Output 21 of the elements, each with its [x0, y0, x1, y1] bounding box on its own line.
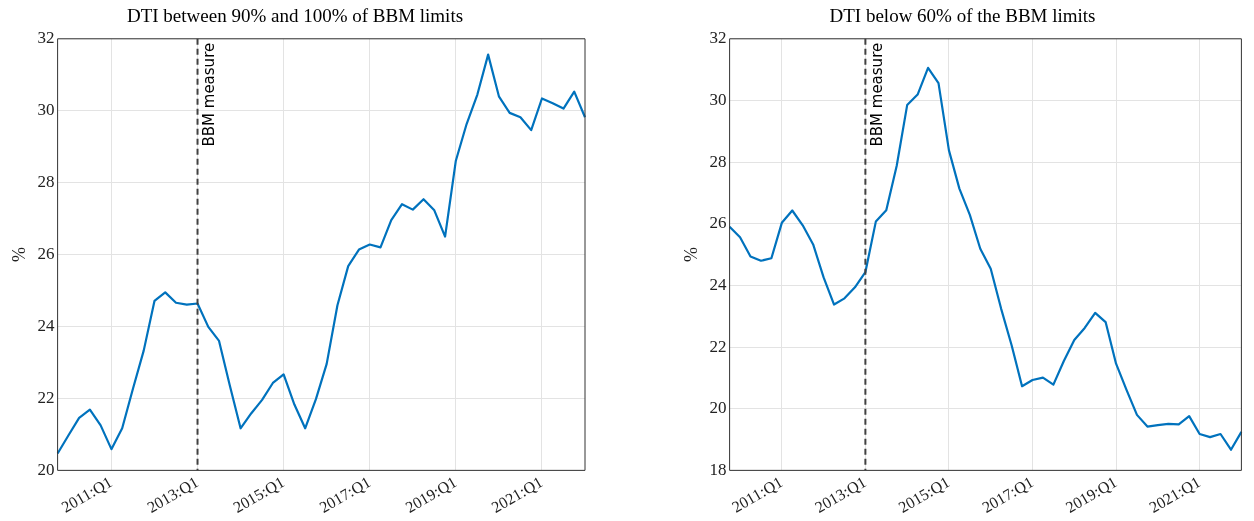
y-tick-label: 22 — [37, 387, 55, 407]
y-tick-label: 22 — [709, 336, 727, 356]
y-tick-label: 32 — [709, 28, 727, 48]
y-tick-label: 26 — [709, 213, 727, 233]
y-tick-label: 24 — [37, 315, 56, 335]
ref-line-label: BBM measure — [199, 42, 218, 147]
y-tick-label: 20 — [37, 459, 55, 479]
chart-title: DTI below 60% of the BBM limits — [829, 5, 1096, 27]
y-axis-title: % — [8, 247, 29, 263]
y-tick-label: 32 — [37, 28, 55, 48]
y-tick-label: 18 — [709, 459, 727, 479]
y-tick-label: 30 — [37, 100, 55, 120]
y-tick-label: 28 — [37, 172, 55, 192]
y-tick-label: 24 — [709, 274, 728, 294]
y-tick-label: 20 — [709, 398, 727, 418]
y-tick-label: 30 — [709, 89, 727, 109]
y-axis-title: % — [680, 247, 701, 263]
ref-line-label: BBM measure — [867, 42, 886, 147]
y-tick-label: 28 — [709, 151, 727, 171]
y-tick-label: 26 — [37, 244, 55, 264]
chart-title: DTI between 90% and 100% of BBM limits — [126, 5, 464, 27]
